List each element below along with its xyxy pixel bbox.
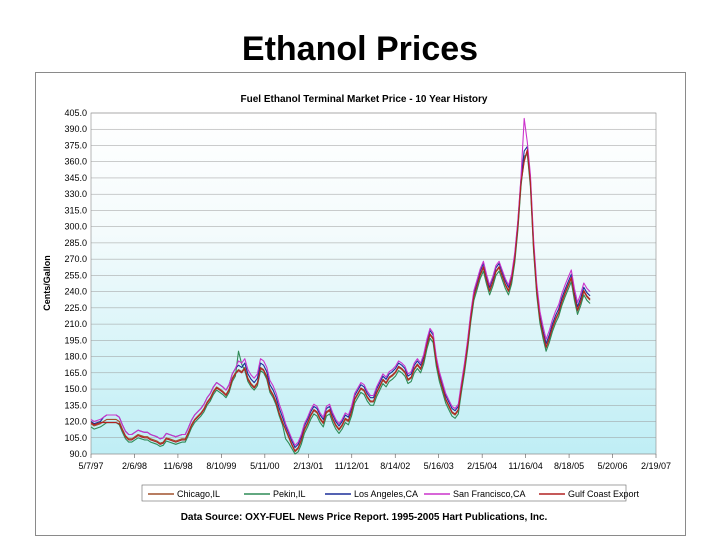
y-tick-label: 360.0	[64, 157, 87, 167]
x-tick-label: 8/18/05	[554, 461, 584, 471]
x-axis-ticks: 5/7/97 2/6/98 11/6/98 8/10/99 5/11/00 2/13/01…	[78, 454, 671, 471]
x-tick-label: 2/19/07	[641, 461, 671, 471]
y-tick-label: 330.0	[64, 189, 87, 199]
x-tick-label: 2/13/01	[293, 461, 323, 471]
legend-label: Chicago,IL	[177, 489, 220, 499]
y-tick-label: 105.0	[64, 433, 87, 443]
x-tick-label: 2/6/98	[122, 461, 147, 471]
y-tick-label: 255.0	[64, 270, 87, 280]
y-tick-label: 135.0	[64, 400, 87, 410]
y-axis-label: Cents/Gallon	[42, 255, 52, 311]
series-line-pekin-il	[90, 153, 591, 455]
legend-label: Los Angeles,CA	[354, 489, 418, 499]
x-tick-label: 5/20/06	[598, 461, 628, 471]
y-tick-label: 225.0	[64, 303, 87, 313]
y-tick-label: 165.0	[64, 368, 87, 378]
legend-label: San Francisco,CA	[453, 489, 526, 499]
x-tick-label: 8/10/99	[206, 461, 236, 471]
chart-frame: Fuel Ethanol Terminal Market Price - 10 …	[35, 72, 686, 536]
y-tick-label: 270.0	[64, 254, 87, 264]
legend-label: Gulf Coast Export	[568, 489, 640, 499]
y-tick-label: 210.0	[64, 319, 87, 329]
x-tick-label: 2/15/04	[467, 461, 497, 471]
series-lines	[90, 117, 591, 455]
chart-title: Fuel Ethanol Terminal Market Price - 10 …	[241, 94, 488, 105]
x-tick-label: 5/7/97	[78, 461, 103, 471]
price-chart: Fuel Ethanol Terminal Market Price - 10 …	[42, 94, 671, 523]
slide-title: Ethanol Prices	[241, 30, 479, 68]
y-tick-label: 195.0	[64, 335, 87, 345]
y-tick-label: 240.0	[64, 287, 87, 297]
y-tick-label: 315.0	[64, 205, 87, 215]
y-tick-label: 405.0	[64, 108, 87, 118]
y-tick-label: 345.0	[64, 173, 87, 183]
data-source: Data Source: OXY-FUEL News Price Report.…	[181, 512, 548, 523]
legend-box	[141, 484, 627, 502]
y-tick-label: 300.0	[64, 222, 87, 232]
y-tick-label: 120.0	[64, 417, 87, 427]
y-tick-label: 150.0	[64, 384, 87, 394]
y-tick-label: 180.0	[64, 352, 87, 362]
x-tick-label: 11/12/01	[335, 461, 369, 471]
x-tick-label: 5/16/03	[424, 461, 454, 471]
gridlines	[91, 112, 656, 455]
series-line-gulf-coast-export	[90, 149, 591, 452]
x-tick-label: 8/14/02	[380, 461, 410, 471]
y-tick-label: 285.0	[64, 238, 87, 248]
x-tick-label: 11/6/98	[163, 461, 192, 471]
series-line-san-francisco-ca	[90, 117, 591, 446]
legend: Chicago,IL Pekin,IL Los Angeles,CA San Fran…	[148, 489, 640, 499]
y-tick-label: 375.0	[64, 140, 87, 150]
x-tick-label: 5/11/00	[250, 461, 279, 471]
y-axis-ticks: 90.0 105.0 120.0 135.0 150.0 165.0 180.0 195.0 2…	[64, 108, 87, 459]
legend-label: Pekin,IL	[273, 489, 306, 499]
y-tick-label: 390.0	[64, 124, 87, 134]
x-tick-label: 11/16/04	[508, 461, 542, 471]
y-tick-label: 90.0	[69, 449, 87, 459]
